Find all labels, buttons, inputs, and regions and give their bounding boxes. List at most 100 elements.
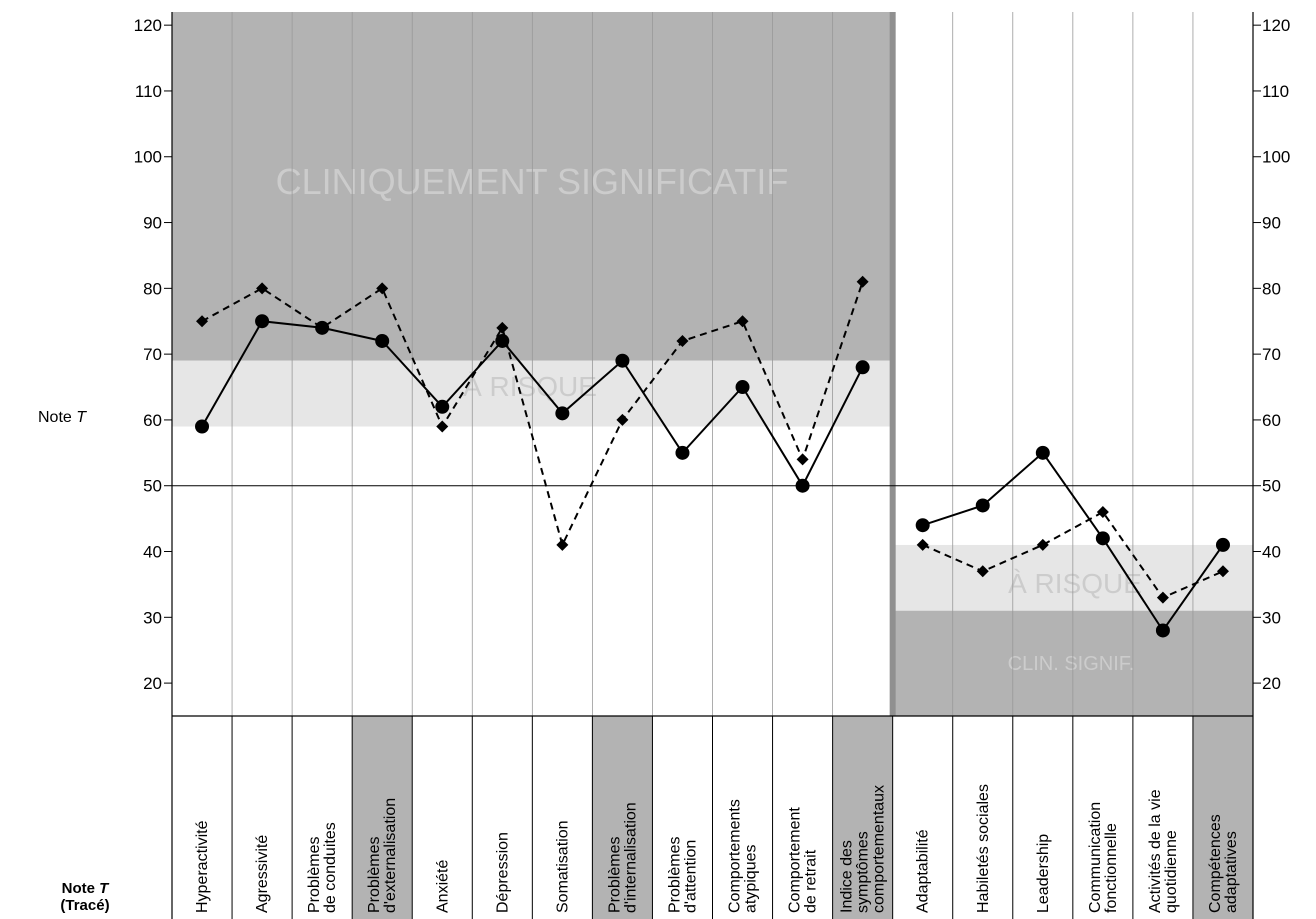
tick-label-left: 20	[143, 674, 162, 693]
zone-label-2: À RISQUE	[1008, 568, 1142, 599]
tick-label-left: 110	[135, 82, 162, 101]
series-1-line-problems	[201, 320, 864, 488]
category-label: Hyperactivité	[194, 820, 211, 913]
tick-label-right: 90	[1262, 214, 1281, 233]
score-row-label-line1: Note T	[61, 880, 109, 897]
series-2-point	[736, 315, 749, 328]
series-2-point	[496, 321, 509, 334]
series-1-point	[1155, 623, 1170, 638]
series-2-point	[856, 275, 869, 288]
tick-label-right: 50	[1262, 477, 1281, 496]
highlight-column	[592, 716, 653, 919]
category-label: Problèmesd'attention	[667, 837, 700, 913]
tick-label-right: 100	[1262, 148, 1290, 167]
category-label: Habiletés sociales	[975, 784, 992, 913]
series-1-point	[795, 478, 810, 493]
series-1-point	[495, 333, 510, 348]
category-label-line: Compétences	[1207, 814, 1224, 913]
category-label-line: Habiletés sociales	[975, 784, 992, 913]
category-label-line: Activités de la vie	[1147, 789, 1164, 913]
tick-label-left: 120	[134, 16, 162, 35]
series-1-line-adaptive	[922, 451, 1224, 633]
category-label-line: Adaptabilité	[915, 829, 932, 913]
tick-label-left: 80	[143, 279, 162, 298]
series-1-point	[615, 353, 630, 368]
category-label: Leadership	[1035, 834, 1052, 913]
series-1-point	[975, 498, 990, 513]
category-label-line: Problèmes	[606, 837, 623, 913]
tick-label-right: 30	[1262, 608, 1281, 627]
series-2-point	[1156, 591, 1169, 604]
tick-label-left: 90	[143, 214, 162, 233]
tick-layer: 20 20 30 30 40 40 50 50 60 60 70 70 80 80 90 90 100 100 11…	[134, 16, 1291, 693]
category-label: Adaptabilité	[915, 829, 932, 913]
zone-label-3: CLIN. SIGNIF.	[1008, 653, 1135, 675]
highlight-column	[352, 716, 413, 919]
category-label-line: Comportements	[727, 799, 744, 913]
category-label-line: Leadership	[1035, 834, 1052, 913]
zone-label-1: À RISQUE	[463, 371, 597, 402]
category-label: Problèmesd'internalisation	[606, 802, 639, 913]
tick-label-left: 100	[134, 148, 162, 167]
y-axis-label: Note T	[38, 409, 87, 426]
category-label: Dépression	[494, 832, 511, 913]
category-label: Activités de la viequotidienne	[1147, 789, 1180, 913]
category-label-line: Problèmes	[667, 837, 684, 913]
series-layer	[195, 275, 1230, 638]
series-2-point	[436, 420, 449, 433]
series-2-point	[1036, 538, 1049, 551]
section-divider	[889, 12, 896, 716]
series-2-point	[676, 334, 689, 347]
series-2-point	[556, 538, 569, 551]
score-row-label-line2: (Tracé)	[60, 897, 110, 914]
grid-layer	[171, 12, 1254, 919]
series-2-point	[616, 413, 629, 426]
category-label-line: fonctionnelle	[1103, 823, 1120, 913]
series-2-line-adaptive	[922, 510, 1224, 599]
series-1-point	[675, 445, 690, 460]
series-2-point	[256, 282, 269, 295]
category-label-line: de retrait	[803, 849, 820, 913]
series-1-point	[855, 360, 870, 375]
series-2-point	[1216, 565, 1229, 578]
category-label: Problèmesd'externalisation	[366, 798, 399, 913]
category-label: Agressivité	[254, 835, 271, 913]
series-1-point	[195, 419, 210, 434]
category-label: Comportementde retrait	[787, 807, 820, 913]
series-1-point	[915, 518, 930, 533]
category-label-line: d'attention	[683, 840, 700, 913]
category-label-line: Dépression	[494, 832, 511, 913]
category-label-line: symptômes	[855, 831, 872, 913]
category-label-line: comportementaux	[871, 785, 888, 913]
category-label-line: adaptatives	[1223, 831, 1240, 913]
series-1-point	[255, 314, 270, 329]
tick-label-left: 70	[143, 345, 162, 364]
series-1-point	[555, 406, 570, 421]
series-2-point	[1096, 506, 1109, 519]
category-label: Compétencesadaptatives	[1207, 814, 1240, 913]
series-2-point	[376, 282, 389, 295]
series-1-point	[735, 380, 750, 395]
category-label-line: Agressivité	[254, 835, 271, 913]
category-label-line: Comportement	[787, 807, 804, 913]
series-2-point	[196, 315, 209, 328]
category-label-line: Hyperactivité	[194, 820, 211, 913]
score-row-label: Note T (Tracé)	[30, 880, 140, 914]
category-label-line: quotidienne	[1163, 830, 1180, 913]
category-label: Somatisation	[554, 821, 571, 914]
series-1-point	[1215, 537, 1230, 552]
tick-label-right: 120	[1262, 16, 1290, 35]
category-label-line: d'internalisation	[622, 802, 639, 913]
tick-label-left: 60	[143, 411, 162, 430]
series-2-point	[316, 321, 329, 334]
category-label-line: atypiques	[743, 845, 760, 914]
tick-label-right: 40	[1262, 543, 1281, 562]
series-2-point	[796, 453, 809, 466]
tick-label-right: 60	[1262, 411, 1281, 430]
series-2-point	[976, 565, 989, 578]
tick-label-right: 80	[1262, 279, 1281, 298]
tick-label-right: 20	[1262, 674, 1281, 693]
category-label: Anxiété	[434, 860, 451, 913]
category-label-line: Problèmes	[366, 837, 383, 913]
